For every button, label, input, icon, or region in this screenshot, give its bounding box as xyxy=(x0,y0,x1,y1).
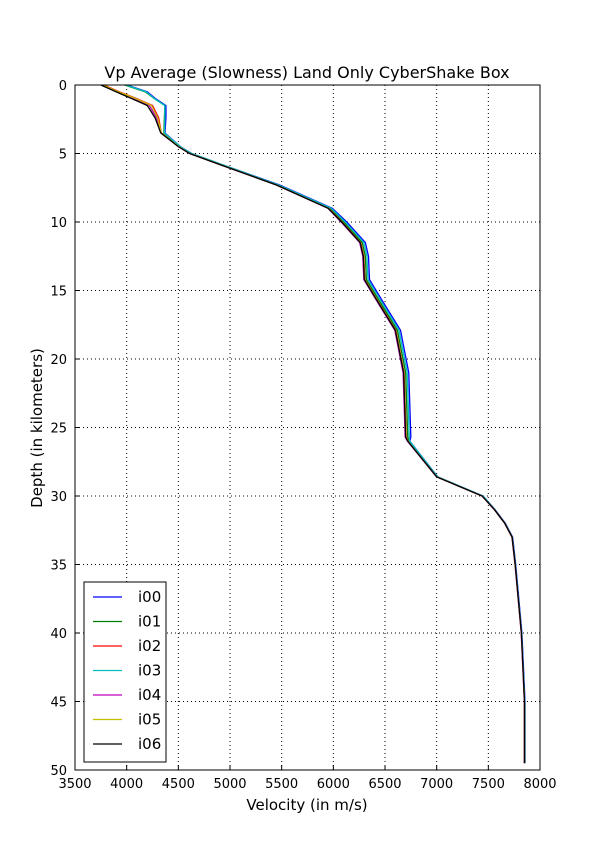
y-tick-label: 5 xyxy=(59,148,67,163)
y-tick-label: 50 xyxy=(50,764,67,779)
y-axis-label: Depth (in kilometers) xyxy=(28,348,46,508)
y-tick-label: 15 xyxy=(50,285,67,300)
y-tick-label: 0 xyxy=(59,79,67,94)
legend-label: i06 xyxy=(138,735,161,753)
legend-label: i04 xyxy=(138,686,161,704)
y-tick-label: 40 xyxy=(50,627,67,642)
legend-label: i05 xyxy=(138,711,161,729)
series-line-i00 xyxy=(126,84,526,764)
x-tick-label: 5000 xyxy=(213,777,246,792)
x-axis-label: Velocity (in m/s) xyxy=(246,796,367,814)
x-tick-label: 8000 xyxy=(523,777,556,792)
x-tick-label: 6000 xyxy=(317,777,350,792)
legend-label: i03 xyxy=(138,662,161,680)
legend-label: i01 xyxy=(138,613,161,631)
series-line-i03 xyxy=(125,84,526,764)
y-tick-label: 45 xyxy=(50,696,67,711)
legend-box xyxy=(83,581,167,763)
series-line-i02 xyxy=(103,84,526,764)
y-tick-label: 35 xyxy=(50,559,67,574)
series-line-i06 xyxy=(100,84,526,764)
x-tick-label: 6500 xyxy=(368,777,401,792)
y-tick-label: 10 xyxy=(50,216,67,231)
x-tick-label: 4000 xyxy=(110,777,143,792)
chart-title: Vp Average (Slowness) Land Only CyberSha… xyxy=(104,63,509,82)
x-tick-label: 3500 xyxy=(58,777,91,792)
x-tick-label: 7000 xyxy=(420,777,453,792)
y-tick-label: 20 xyxy=(50,353,67,368)
y-tick-label: 25 xyxy=(50,422,67,437)
x-tick-label: 7500 xyxy=(472,777,505,792)
legend-label: i02 xyxy=(138,637,161,655)
legend-label: i00 xyxy=(138,588,161,606)
y-tick-label: 30 xyxy=(50,490,67,505)
x-tick-label: 4500 xyxy=(162,777,195,792)
x-tick-label: 5500 xyxy=(265,777,298,792)
plot-frame xyxy=(74,84,541,771)
series-line-i01 xyxy=(124,84,526,764)
